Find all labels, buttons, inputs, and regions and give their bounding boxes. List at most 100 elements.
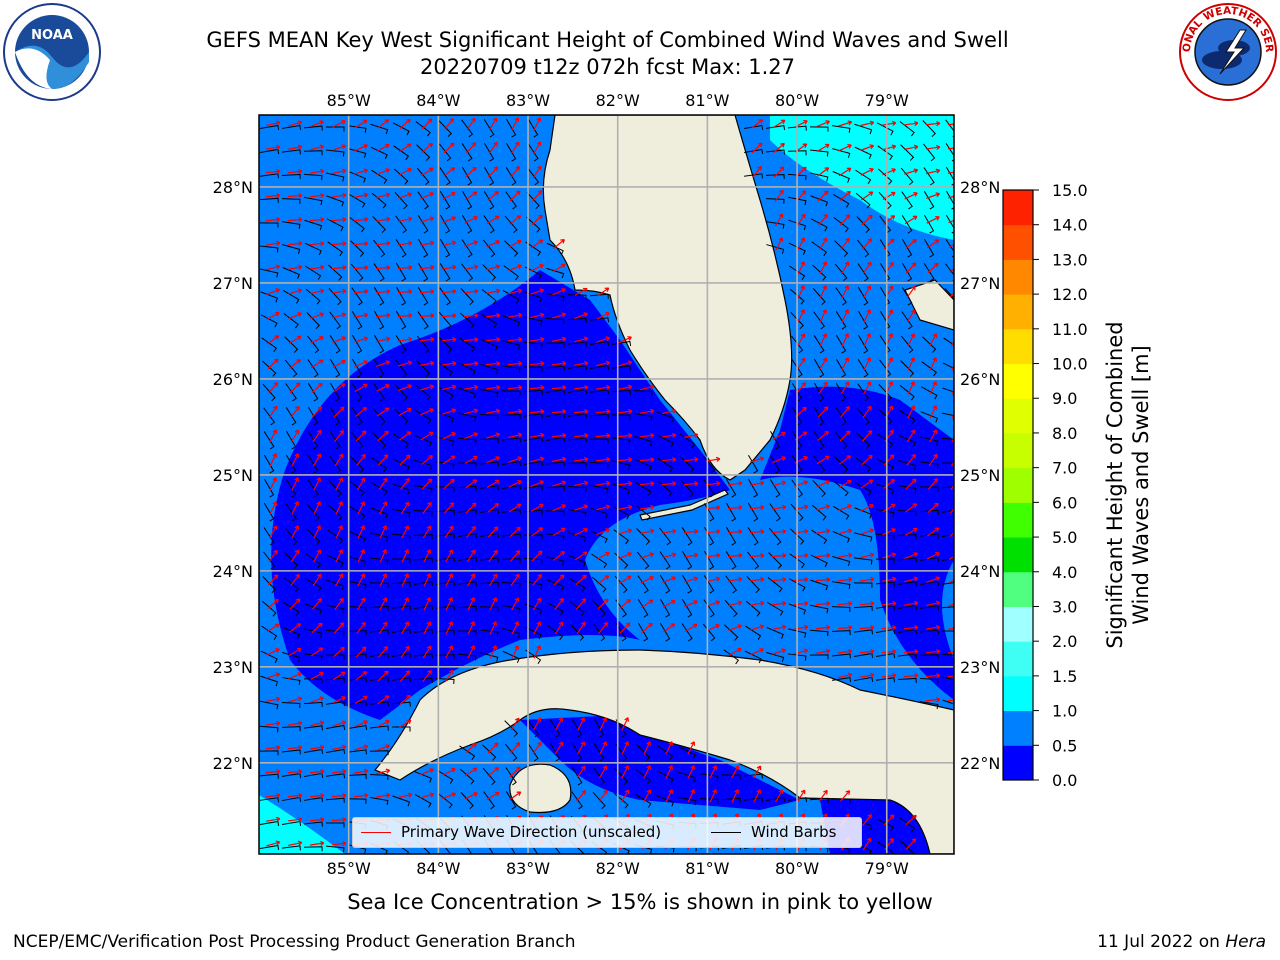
legend-swatch-wind xyxy=(711,832,741,833)
wave-arrow xyxy=(839,790,851,802)
wave-arrow xyxy=(399,670,411,682)
wave-arrow xyxy=(376,143,390,152)
wave-arrow xyxy=(420,167,434,177)
wind-barb xyxy=(858,310,869,330)
wave-arrow xyxy=(465,479,478,489)
wind-barb xyxy=(898,604,918,610)
wave-arrow xyxy=(595,456,611,463)
wave-arrow xyxy=(266,840,281,847)
wind-barb xyxy=(371,457,387,473)
wave-arrow xyxy=(905,478,917,490)
wave-arrow xyxy=(818,789,828,802)
wind-barb xyxy=(304,653,323,661)
wind-barb xyxy=(480,485,500,491)
wave-arrow xyxy=(862,813,872,826)
wind-barb xyxy=(614,575,628,594)
wave-arrow xyxy=(376,407,390,417)
wave-arrow xyxy=(577,717,586,731)
wind-barb xyxy=(281,174,301,180)
wave-arrow xyxy=(266,288,280,296)
wind-barb xyxy=(501,582,521,589)
wave-arrow xyxy=(860,167,874,176)
wind-barb xyxy=(480,363,499,375)
wind-barb xyxy=(791,383,803,402)
wind-barb xyxy=(479,461,499,467)
wave-arrow xyxy=(309,241,325,247)
lon-tick-label-bottom: 85°W xyxy=(327,859,371,878)
wind-barb xyxy=(458,412,477,422)
wave-arrow xyxy=(375,312,391,319)
wave-arrow xyxy=(687,789,695,803)
wind-barb xyxy=(284,527,298,546)
wave-arrow xyxy=(705,552,721,559)
wave-arrow xyxy=(947,699,954,702)
wind-barb xyxy=(789,265,806,280)
wave-arrow xyxy=(530,480,544,488)
wave-arrow xyxy=(533,141,542,155)
wave-arrow xyxy=(529,408,545,415)
wind-barb xyxy=(479,581,499,587)
wave-arrow xyxy=(596,360,611,367)
wind-barb xyxy=(721,797,741,803)
wave-arrow xyxy=(332,720,347,727)
wind-barb xyxy=(348,581,367,589)
wind-barb xyxy=(351,407,363,426)
wave-arrow xyxy=(639,504,655,511)
wind-barb xyxy=(570,624,585,641)
wave-arrow xyxy=(464,455,478,464)
wind-barb xyxy=(392,122,410,136)
wave-arrow xyxy=(553,550,565,561)
wave-arrow xyxy=(331,840,347,847)
wave-arrow xyxy=(574,287,588,296)
wave-arrow xyxy=(289,358,301,369)
wind-barb xyxy=(348,749,367,755)
wind-barb xyxy=(833,481,849,497)
wave-arrow xyxy=(312,429,322,443)
wave-arrow xyxy=(466,549,476,563)
wave-arrow xyxy=(510,165,520,178)
wind-barb xyxy=(942,533,954,538)
wind-barb xyxy=(858,334,869,354)
wave-arrow xyxy=(816,120,830,128)
wave-arrow xyxy=(445,573,454,587)
wind-barb xyxy=(329,311,342,330)
wind-barb xyxy=(264,478,275,498)
wave-arrow xyxy=(903,120,919,127)
wave-arrow xyxy=(928,453,938,467)
wave-arrow xyxy=(467,597,476,611)
wave-arrow xyxy=(287,744,303,751)
wave-arrow xyxy=(661,528,677,534)
wave-arrow xyxy=(266,648,280,656)
wave-arrow xyxy=(551,385,567,391)
wave-arrow xyxy=(509,766,521,778)
wave-arrow xyxy=(398,719,412,729)
wind-barb xyxy=(480,629,499,637)
wave-arrow xyxy=(862,405,872,419)
wave-arrow xyxy=(532,717,542,731)
wave-arrow xyxy=(532,597,542,611)
wave-arrow xyxy=(951,364,954,371)
wave-arrow xyxy=(486,432,501,439)
wave-arrow xyxy=(837,648,853,655)
wave-arrow xyxy=(903,673,919,679)
wave-arrow xyxy=(815,552,831,559)
wave-arrow xyxy=(463,313,479,319)
wind-barb xyxy=(901,287,913,306)
wave-arrow xyxy=(552,263,566,273)
wind-barb xyxy=(812,264,827,281)
wind-barb xyxy=(724,599,738,618)
wave-arrow xyxy=(551,409,567,415)
wind-barb xyxy=(590,317,610,323)
wave-arrow xyxy=(310,144,325,151)
wind-barb xyxy=(414,653,433,659)
wave-arrow xyxy=(288,696,303,703)
wind-barb xyxy=(326,172,345,182)
wave-arrow xyxy=(265,193,281,199)
wave-arrow xyxy=(507,361,523,367)
wind-barb xyxy=(810,149,829,157)
wave-arrow xyxy=(750,600,765,606)
wave-arrow xyxy=(619,622,631,634)
wave-arrow xyxy=(335,525,343,539)
colorbar-segment xyxy=(1003,641,1033,677)
wave-arrow xyxy=(464,408,479,415)
